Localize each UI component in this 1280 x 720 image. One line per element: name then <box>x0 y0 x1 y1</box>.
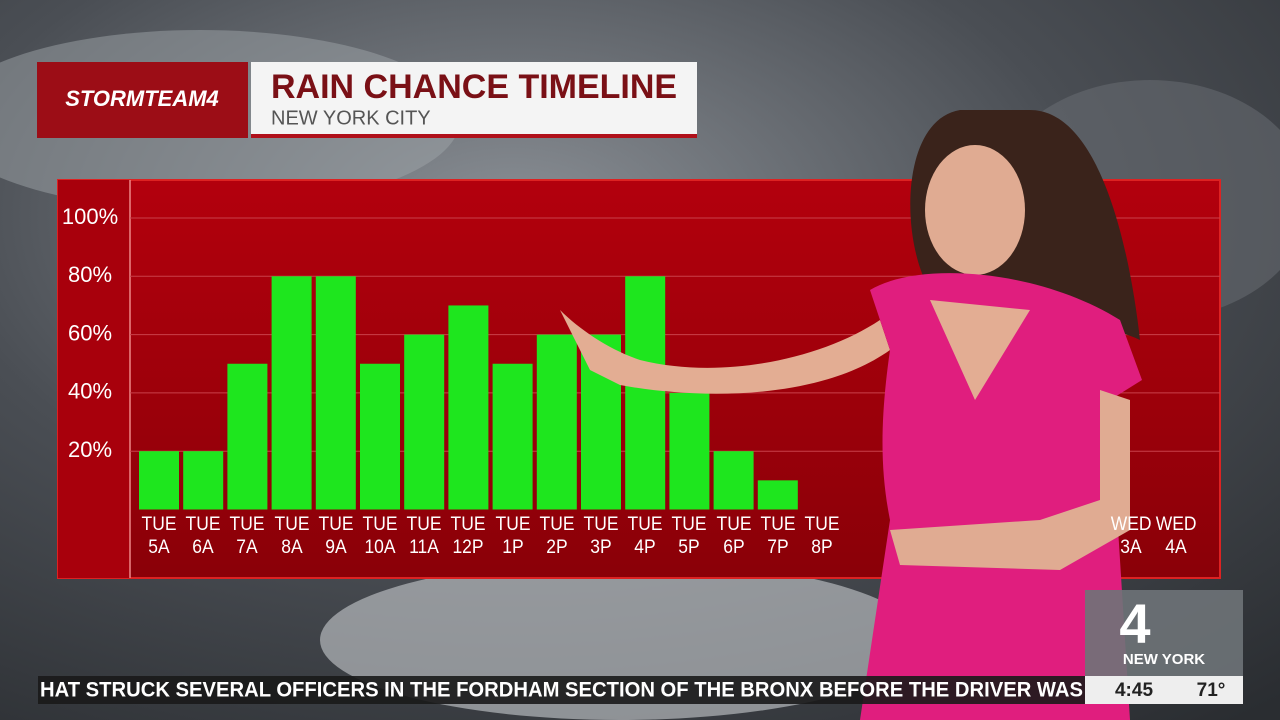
x-tick-label: TUE 11A <box>406 514 442 558</box>
x-tick-label: TUE 6P <box>716 514 752 558</box>
time-bar <box>1085 676 1243 704</box>
x-tick-label: TUE 4P <box>627 514 663 558</box>
y-tick-label: 20% <box>68 437 112 462</box>
bar <box>183 451 224 510</box>
bar <box>757 480 798 510</box>
x-tick-label: TUE 7A <box>229 514 265 558</box>
neckline <box>930 300 1030 400</box>
logo-box <box>1085 590 1243 676</box>
x-tick-label: TUE 10A <box>362 514 398 558</box>
title-underline <box>251 134 697 138</box>
bar <box>315 276 356 510</box>
x-tick-label: TUE 9A <box>318 514 354 558</box>
chart-subtitle: NEW YORK CITY <box>271 107 431 129</box>
bar <box>625 276 666 510</box>
x-tick-label: TUE 5P <box>671 514 707 558</box>
bar <box>669 392 710 510</box>
x-tick-label: WED 3A <box>1111 514 1152 558</box>
temperature: 71° <box>1197 680 1226 701</box>
x-tick-label: TUE 12P <box>450 514 486 558</box>
presenter <box>560 110 1142 720</box>
x-tick-label: TUE 3P <box>583 514 619 558</box>
bar <box>227 363 268 510</box>
bar <box>360 363 400 510</box>
bar <box>404 334 445 510</box>
arm-lower <box>890 390 1130 570</box>
bar <box>139 451 179 510</box>
x-tick-label: WED 4A <box>1155 514 1197 558</box>
x-tick-label: TUE 2P <box>539 514 575 558</box>
y-tick-label: 80% <box>68 262 112 287</box>
time: 4:45 <box>1115 680 1153 701</box>
station-city: NEW YORK <box>1123 651 1205 668</box>
x-tick-label: TUE 5A <box>141 514 177 558</box>
y-tick-label: 40% <box>68 379 112 404</box>
bar <box>536 334 577 510</box>
x-tick-label: TUE 8P <box>804 514 840 558</box>
ticker-bar <box>38 676 1085 704</box>
y-tick-label: 60% <box>68 320 112 345</box>
face <box>925 145 1025 275</box>
bar <box>448 305 489 510</box>
x-tick-label: TUE 1P <box>495 514 531 558</box>
y-tick-label: 100% <box>62 204 118 229</box>
bar <box>492 363 533 510</box>
ticker-text: HAT STRUCK SEVERAL OFFICERS IN THE FORDH… <box>40 679 1083 702</box>
axis-panel <box>58 180 130 578</box>
brand-box <box>37 62 248 138</box>
station-logo: 4 <box>1119 592 1150 655</box>
x-tick-label: TUE 6A <box>185 514 221 558</box>
dress <box>860 273 1142 720</box>
bar <box>713 451 754 510</box>
x-tick-label: TUE 8A <box>274 514 310 558</box>
chart-title: RAIN CHANCE TIMELINE <box>271 68 677 106</box>
x-tick-label: TUE 7P <box>760 514 796 558</box>
brand: STORMTEAM4 <box>65 86 219 111</box>
arm <box>560 310 890 394</box>
bar <box>271 276 312 510</box>
title-box <box>251 62 697 138</box>
